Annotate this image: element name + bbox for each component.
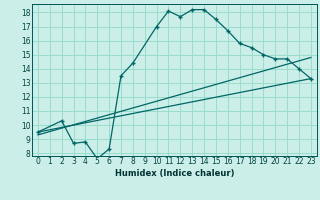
X-axis label: Humidex (Indice chaleur): Humidex (Indice chaleur) <box>115 169 234 178</box>
